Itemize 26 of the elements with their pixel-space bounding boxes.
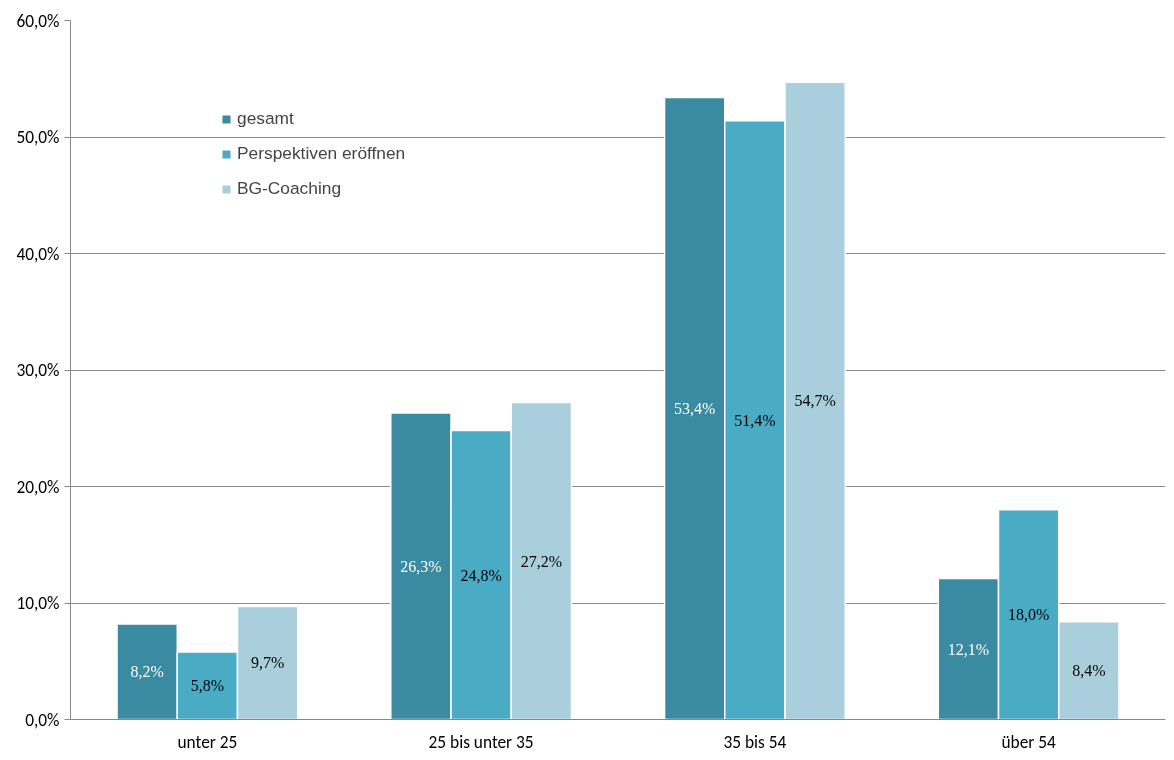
legend-label: BG-Coaching — [237, 178, 342, 199]
y-tick-label: 20,0% — [16, 475, 60, 498]
y-tick-label: 60,0% — [16, 9, 60, 32]
legend-label: gesamt — [237, 108, 294, 129]
y-tick-label: 50,0% — [16, 126, 60, 148]
y-tick-label: 10,0% — [16, 592, 60, 614]
legend-label: Perspektiven eröffnen — [237, 143, 406, 164]
data-label: 54,7% — [794, 392, 836, 410]
data-label: 5,8% — [190, 677, 225, 695]
data-label: 12,1% — [947, 640, 990, 658]
data-label: 51,4% — [734, 411, 776, 429]
x-tick-label: unter 25 — [177, 730, 238, 753]
x-tick-label: über 54 — [1001, 730, 1057, 753]
data-label: 8,2% — [130, 663, 164, 681]
data-label: 26,3% — [400, 557, 442, 575]
data-label: 18,0% — [1007, 606, 1050, 624]
y-tick-label: 40,0% — [16, 242, 60, 265]
data-label: 27,2% — [520, 552, 563, 570]
x-tick-label: 25 bis unter 35 — [428, 730, 534, 753]
data-label: 53,4% — [673, 399, 716, 417]
data-label: 9,7% — [250, 654, 285, 672]
y-tick-label: 30,0% — [16, 359, 60, 381]
data-label: 8,4% — [1072, 662, 1106, 680]
y-tick-label: 0,0% — [25, 708, 60, 731]
x-tick-label: 35 bis 54 — [723, 730, 787, 753]
data-label: 24,8% — [460, 566, 502, 584]
